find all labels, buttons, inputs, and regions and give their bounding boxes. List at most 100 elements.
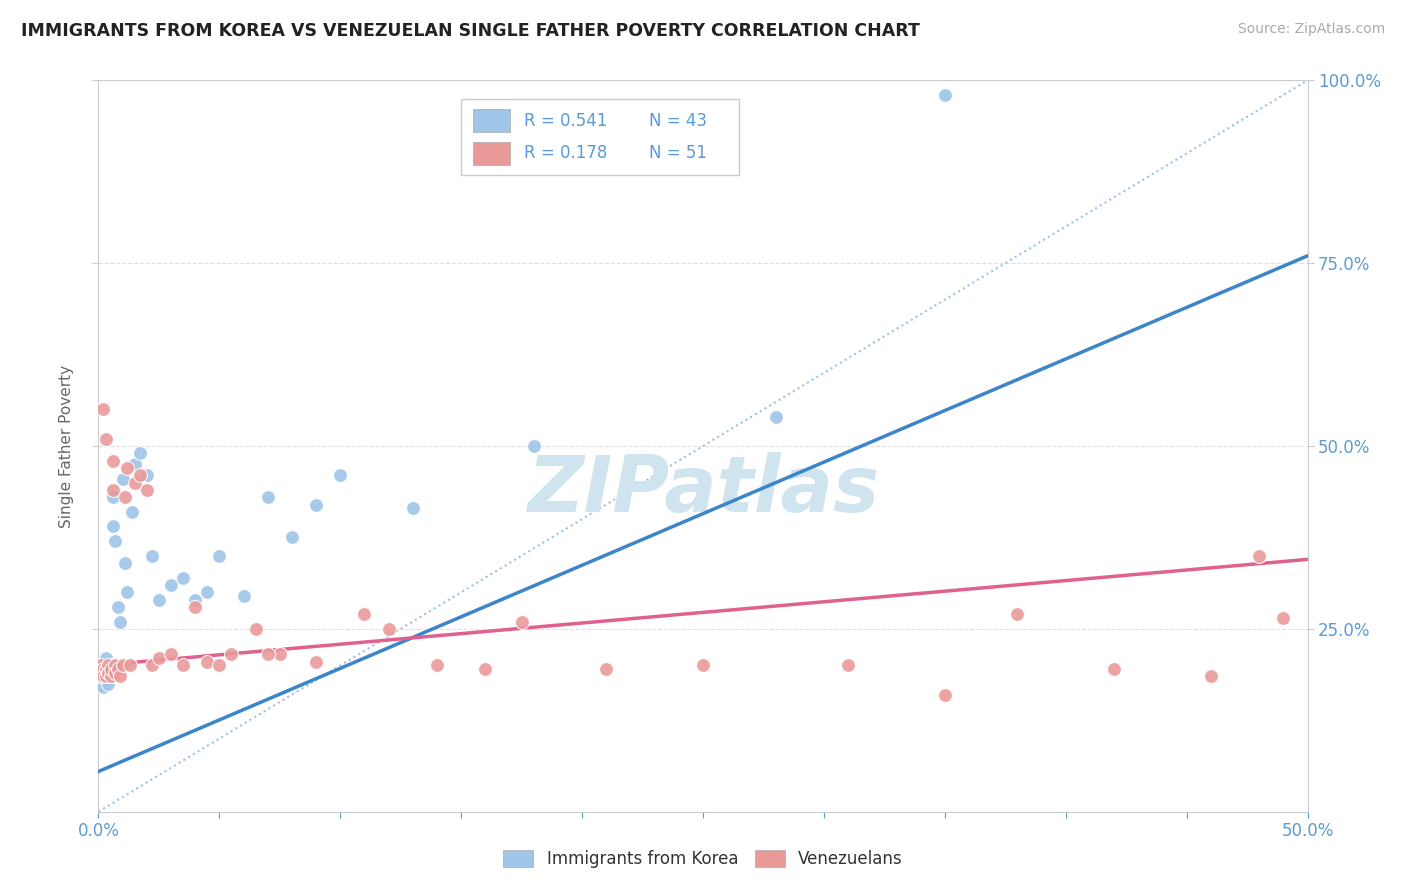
FancyBboxPatch shape (474, 142, 509, 165)
Text: N = 51: N = 51 (648, 145, 707, 162)
Point (135, 483, 157, 497)
FancyBboxPatch shape (461, 99, 740, 176)
Point (100, 669, 122, 683)
Point (208, 549, 231, 563)
Point (108, 669, 131, 683)
Point (91, 669, 114, 683)
Point (184, 599, 207, 614)
Point (765, 409, 787, 424)
Point (97, 676, 120, 690)
Point (90, 676, 112, 690)
Point (208, 658, 231, 673)
Point (934, 688, 956, 702)
Point (141, 658, 163, 673)
Point (124, 475, 146, 490)
Point (104, 665, 127, 680)
Point (232, 589, 254, 603)
Point (91, 665, 114, 680)
Point (114, 490, 136, 504)
Point (97, 658, 120, 673)
Point (1272, 611, 1295, 625)
Point (91, 669, 114, 683)
Point (91, 658, 114, 673)
Point (256, 490, 278, 504)
Point (595, 662, 617, 676)
Point (94, 651, 117, 665)
Point (121, 505, 143, 519)
Point (90, 669, 112, 683)
Point (91, 662, 114, 676)
Point (114, 556, 136, 570)
Point (172, 658, 194, 673)
Point (281, 530, 304, 544)
Point (402, 501, 425, 516)
Point (221, 648, 243, 662)
Text: R = 0.178: R = 0.178 (524, 145, 607, 162)
Point (104, 665, 127, 680)
Point (305, 498, 328, 512)
Point (111, 658, 134, 673)
Point (90, 662, 112, 676)
Point (97, 665, 120, 680)
Point (1249, 549, 1271, 563)
Point (100, 658, 122, 673)
Text: Source: ZipAtlas.com: Source: ZipAtlas.com (1237, 22, 1385, 37)
Point (195, 585, 218, 599)
Point (195, 655, 218, 669)
Point (100, 662, 122, 676)
Y-axis label: Single Father Poverty: Single Father Poverty (59, 365, 75, 527)
Point (523, 439, 546, 453)
Point (107, 662, 129, 676)
Point (148, 592, 170, 607)
Point (101, 453, 124, 467)
Point (510, 615, 533, 629)
Point (148, 651, 170, 665)
Point (124, 457, 146, 471)
Point (118, 658, 141, 673)
Point (426, 658, 449, 673)
Point (141, 549, 163, 563)
Point (256, 648, 278, 662)
Point (353, 607, 375, 622)
Text: N = 43: N = 43 (648, 112, 707, 129)
Point (172, 571, 194, 585)
Point (1199, 669, 1222, 683)
Point (101, 519, 124, 533)
Point (91, 402, 114, 417)
Point (97, 662, 120, 676)
Point (91, 681, 114, 695)
Point (329, 468, 352, 483)
Point (94, 662, 117, 676)
Point (108, 615, 131, 629)
Point (160, 578, 183, 592)
Point (245, 622, 267, 636)
Point (692, 658, 714, 673)
Legend: Immigrants from Korea, Venezuelans: Immigrants from Korea, Venezuelans (496, 843, 910, 875)
Text: ZIPatlas: ZIPatlas (527, 452, 879, 528)
Point (135, 468, 157, 483)
Point (184, 592, 207, 607)
Point (934, 87, 956, 102)
Point (94, 673, 117, 687)
Text: IMMIGRANTS FROM KOREA VS VENEZUELAN SINGLE FATHER POVERTY CORRELATION CHART: IMMIGRANTS FROM KOREA VS VENEZUELAN SING… (21, 22, 920, 40)
Point (377, 622, 399, 636)
Point (101, 483, 124, 497)
Point (100, 669, 122, 683)
Point (111, 472, 134, 486)
Point (305, 655, 328, 669)
Point (94, 669, 117, 683)
FancyBboxPatch shape (474, 109, 509, 132)
Point (474, 662, 496, 676)
Point (837, 658, 859, 673)
Point (160, 648, 183, 662)
Point (90, 658, 112, 673)
Point (101, 490, 124, 504)
Point (107, 599, 129, 614)
Point (90, 662, 112, 676)
Point (94, 432, 117, 446)
Point (94, 662, 117, 676)
Point (128, 446, 150, 460)
Text: R = 0.541: R = 0.541 (524, 112, 607, 129)
Point (117, 461, 139, 475)
Point (1007, 607, 1029, 622)
